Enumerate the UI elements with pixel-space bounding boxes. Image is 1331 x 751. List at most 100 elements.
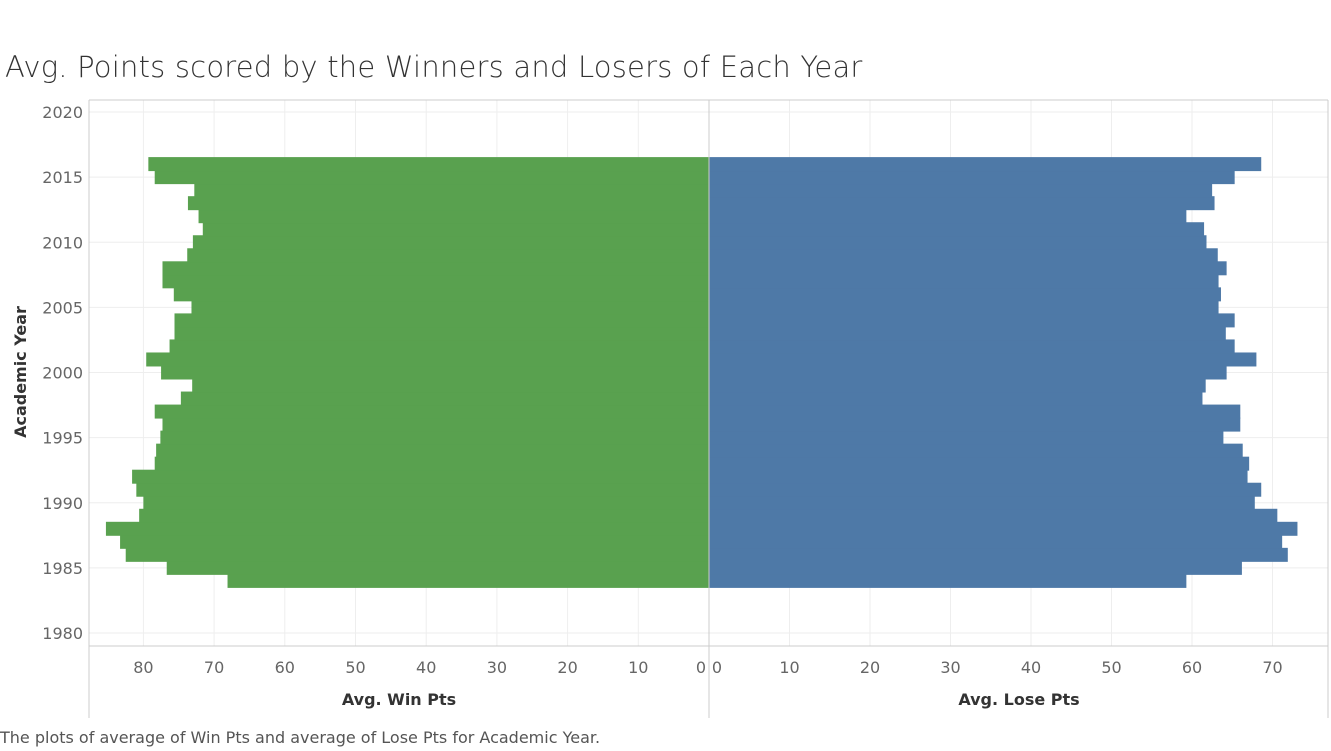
right-x-tick-label: 0 <box>712 658 722 677</box>
lose-bar <box>709 404 1241 419</box>
left-x-axis-ticks: 0 10 20 30 40 50 60 70 80 <box>133 658 706 677</box>
win-bar <box>187 196 710 211</box>
right-x-tick-label: 70 <box>1262 658 1282 677</box>
win-bar <box>169 339 709 354</box>
lose-bar <box>709 352 1257 367</box>
win-bar <box>192 378 710 393</box>
right-x-tick-label: 50 <box>1101 658 1121 677</box>
left-x-tick-label: 60 <box>275 658 295 677</box>
win-bars <box>105 157 710 588</box>
win-bar <box>146 352 709 367</box>
lose-bar <box>709 430 1224 445</box>
lose-bar <box>709 456 1250 471</box>
lose-bar <box>709 170 1235 185</box>
right-x-tick-label: 20 <box>860 658 880 677</box>
win-bar <box>187 248 709 263</box>
win-bar <box>162 417 709 432</box>
lose-bar <box>709 482 1262 497</box>
lose-bar <box>709 326 1226 341</box>
lose-bar <box>709 300 1219 315</box>
left-x-tick-label: 0 <box>696 658 706 677</box>
right-x-axis-title: Avg. Lose Pts <box>958 690 1079 709</box>
lose-bar <box>709 547 1288 562</box>
win-bar <box>174 326 709 341</box>
y-tick-label: 2000 <box>42 364 83 383</box>
win-bar <box>198 209 709 224</box>
left-x-tick-label: 30 <box>487 658 507 677</box>
chart-title: Avg. Points scored by the Winners and Lo… <box>5 50 863 84</box>
win-bar <box>162 261 709 276</box>
y-axis-title: Academic Year <box>11 306 30 438</box>
axes-frame <box>88 99 1329 718</box>
win-bar <box>154 456 709 471</box>
lose-bar <box>709 261 1227 276</box>
win-bar <box>154 170 709 185</box>
lose-bar <box>709 417 1241 432</box>
y-axis-ticks: 1980 1985 1990 1995 2000 2005 2010 2015 2020 <box>42 103 83 643</box>
lose-bar <box>709 313 1235 328</box>
lose-bar <box>709 196 1215 211</box>
left-x-tick-label: 20 <box>557 658 577 677</box>
right-x-tick-label: 10 <box>779 658 799 677</box>
win-bar <box>154 404 709 419</box>
win-bar <box>125 547 710 562</box>
lose-bar <box>709 495 1255 510</box>
win-bar <box>192 235 709 250</box>
right-x-tick-label: 60 <box>1182 658 1202 677</box>
lose-bar <box>709 183 1213 198</box>
win-bar <box>191 300 709 315</box>
lose-bar <box>709 573 1187 588</box>
y-tick-label: 2010 <box>42 233 83 252</box>
y-tick-label: 1980 <box>42 624 83 643</box>
win-bar <box>148 157 709 172</box>
win-bar <box>143 495 709 510</box>
lose-bar <box>709 287 1221 302</box>
lose-bar <box>709 378 1206 393</box>
y-tick-label: 2020 <box>42 103 83 122</box>
lose-bar <box>709 560 1242 575</box>
y-tick-label: 1985 <box>42 559 83 578</box>
lose-bar <box>709 274 1219 289</box>
lose-bar <box>709 521 1298 536</box>
win-bar <box>162 274 709 289</box>
win-bar <box>161 365 709 380</box>
lose-bar <box>709 157 1262 172</box>
left-x-tick-label: 80 <box>133 658 153 677</box>
left-x-tick-label: 70 <box>204 658 224 677</box>
win-bar <box>173 287 709 302</box>
win-bar <box>105 521 709 536</box>
win-bar <box>120 534 710 549</box>
y-tick-label: 2015 <box>42 168 83 187</box>
lose-bar <box>709 209 1187 224</box>
left-x-tick-label: 40 <box>416 658 436 677</box>
chart-caption: The plots of average of Win Pts and aver… <box>0 728 601 747</box>
win-bar <box>180 391 710 406</box>
lose-bar <box>709 222 1205 237</box>
y-tick-label: 2005 <box>42 298 83 317</box>
win-bar <box>160 430 710 445</box>
left-x-tick-label: 50 <box>345 658 365 677</box>
win-bar <box>174 313 709 328</box>
lose-bar <box>709 365 1227 380</box>
win-bar <box>227 573 709 588</box>
lose-bar <box>709 508 1278 523</box>
win-bar <box>166 560 709 575</box>
lose-bars <box>709 157 1298 588</box>
left-x-axis-title: Avg. Win Pts <box>342 690 456 709</box>
win-bar <box>202 222 709 237</box>
y-tick-label: 1995 <box>42 429 83 448</box>
win-bar <box>156 443 710 458</box>
lose-bar <box>709 534 1283 549</box>
win-bar <box>132 469 709 484</box>
lose-bar <box>709 339 1235 354</box>
lose-bar <box>709 248 1218 263</box>
y-tick-label: 1990 <box>42 494 83 513</box>
win-bar <box>136 482 709 497</box>
right-x-tick-label: 30 <box>940 658 960 677</box>
lose-bar <box>709 391 1203 406</box>
win-bar <box>139 508 709 523</box>
win-bar <box>194 183 709 198</box>
right-x-tick-label: 40 <box>1021 658 1041 677</box>
left-x-tick-label: 10 <box>628 658 648 677</box>
